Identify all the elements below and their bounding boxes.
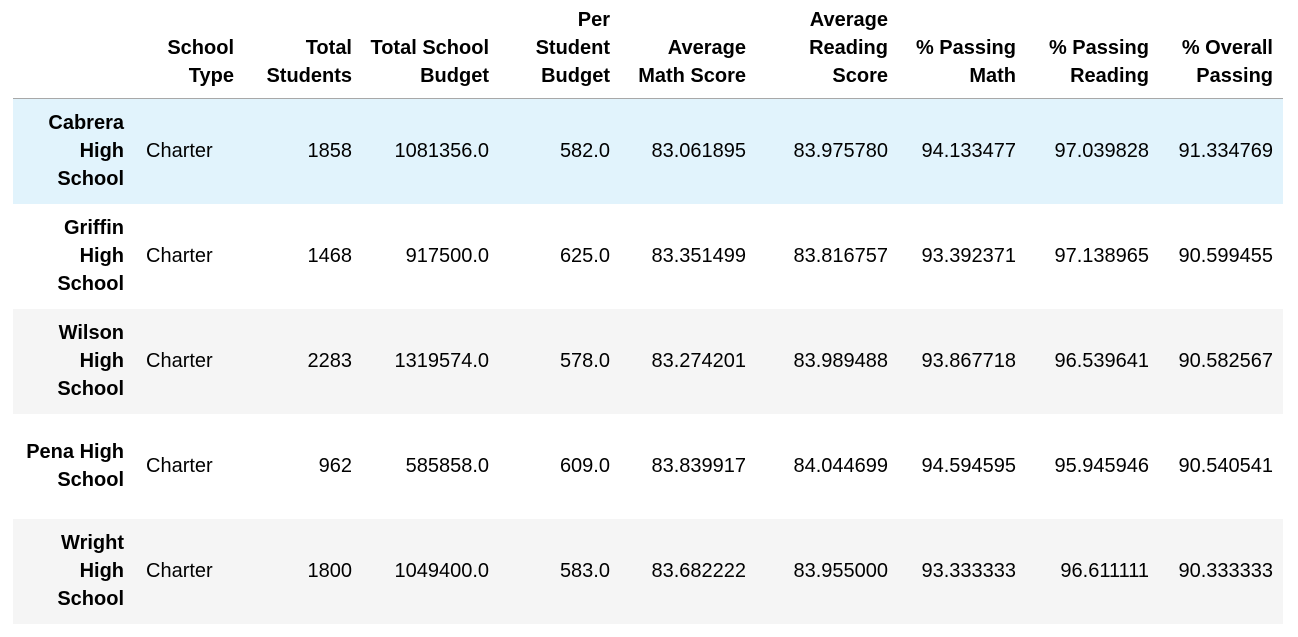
cell-total-students: 962 [318, 455, 352, 477]
cell-pct-overall-passing: 90.540541 [1178, 455, 1273, 477]
cell-total-budget: 1049400.0 [394, 560, 489, 582]
table-row: Pena High School Charter 962 585858.0 60… [13, 413, 1283, 519]
column-header-school-type: School Type [134, 6, 244, 99]
cell-pct-passing-reading: 96.539641 [1054, 350, 1149, 372]
cell-pct-passing-math: 93.867718 [921, 350, 1016, 372]
cell-average-math-score: 83.682222 [651, 560, 746, 582]
school-summary-table: School Type Total Students Total School … [13, 6, 1283, 624]
cell-total-budget: 1319574.0 [394, 350, 489, 372]
cell-total-budget: 917500.0 [405, 245, 489, 267]
cell-pct-overall-passing: 90.333333 [1178, 560, 1273, 582]
table-row: Griffin High School Charter 1468 917500.… [13, 203, 1283, 309]
cell-average-reading-score: 83.816757 [793, 245, 888, 267]
cell-school-type: Charter [146, 350, 213, 372]
table-row: Wilson High School Charter 2283 1319574.… [13, 308, 1283, 414]
table-header: School Type Total Students Total School … [13, 6, 1283, 99]
cell-total-students: 1468 [307, 245, 353, 267]
row-index-school: Cabrera High School [48, 112, 124, 191]
cell-pct-passing-reading: 96.611111 [1060, 560, 1149, 582]
cell-average-reading-score: 83.955000 [793, 560, 888, 582]
cell-average-reading-score: 83.975780 [793, 140, 888, 163]
row-index-school: Griffin High School [57, 217, 124, 295]
column-header-per-student-budget: Per Student Budget [499, 6, 620, 99]
cell-pct-passing-math: 93.392371 [921, 245, 1016, 267]
cell-average-reading-score: 83.989488 [793, 350, 888, 372]
cell-per-student-budget: 578.0 [559, 350, 610, 372]
cell-school-type: Charter [146, 245, 213, 267]
column-header-pct-passing-math: % Passing Math [898, 6, 1026, 99]
index-header [13, 6, 134, 99]
cell-pct-passing-math: 94.594595 [921, 455, 1016, 477]
cell-total-students: 1800 [307, 560, 353, 582]
table-row: Wright High School Charter 1800 1049400.… [13, 518, 1283, 624]
cell-school-type: Charter [146, 560, 213, 582]
cell-average-math-score: 83.839917 [651, 455, 746, 477]
cell-per-student-budget: 625.0 [559, 245, 610, 267]
cell-school-type: Charter [146, 140, 213, 163]
cell-pct-passing-math: 94.133477 [921, 140, 1016, 163]
cell-pct-passing-math: 93.333333 [921, 560, 1016, 582]
cell-total-students: 2283 [307, 350, 353, 372]
column-header-average-math-score: Average Math Score [620, 6, 756, 99]
cell-average-reading-score: 84.044699 [793, 455, 888, 477]
column-header-average-reading-score: Average Reading Score [756, 6, 898, 99]
cell-pct-overall-passing: 90.582567 [1178, 350, 1273, 372]
cell-total-students: 1858 [307, 140, 353, 163]
column-header-total-school-budget: Total School Budget [362, 6, 499, 99]
row-index-school: Wilson High School [57, 322, 124, 400]
cell-pct-passing-reading: 97.039828 [1054, 140, 1149, 163]
cell-pct-overall-passing: 90.599455 [1178, 245, 1273, 267]
column-header-pct-overall-passing: % Overall Passing [1159, 6, 1283, 99]
cell-pct-overall-passing: 91.334769 [1178, 140, 1273, 163]
cell-average-math-score: 83.274201 [651, 350, 746, 372]
cell-pct-passing-reading: 95.945946 [1054, 455, 1149, 477]
row-index-school: Wright High School [57, 532, 124, 610]
table-row: Cabrera High School Charter 1858 1081356… [13, 98, 1283, 204]
cell-per-student-budget: 609.0 [559, 455, 610, 477]
cell-total-budget: 1081356.0 [394, 140, 489, 163]
row-index-school: Pena High School [26, 441, 124, 491]
column-header-pct-passing-reading: % Passing Reading [1026, 6, 1159, 99]
table-body: Cabrera High School Charter 1858 1081356… [13, 98, 1283, 624]
cell-per-student-budget: 583.0 [559, 560, 610, 582]
cell-per-student-budget: 582.0 [559, 140, 610, 163]
cell-pct-passing-reading: 97.138965 [1054, 245, 1149, 267]
cell-total-budget: 585858.0 [405, 455, 489, 477]
cell-average-math-score: 83.061895 [651, 140, 746, 163]
cell-average-math-score: 83.351499 [651, 245, 746, 267]
column-header-total-students: Total Students [244, 6, 362, 99]
cell-school-type: Charter [146, 455, 213, 477]
